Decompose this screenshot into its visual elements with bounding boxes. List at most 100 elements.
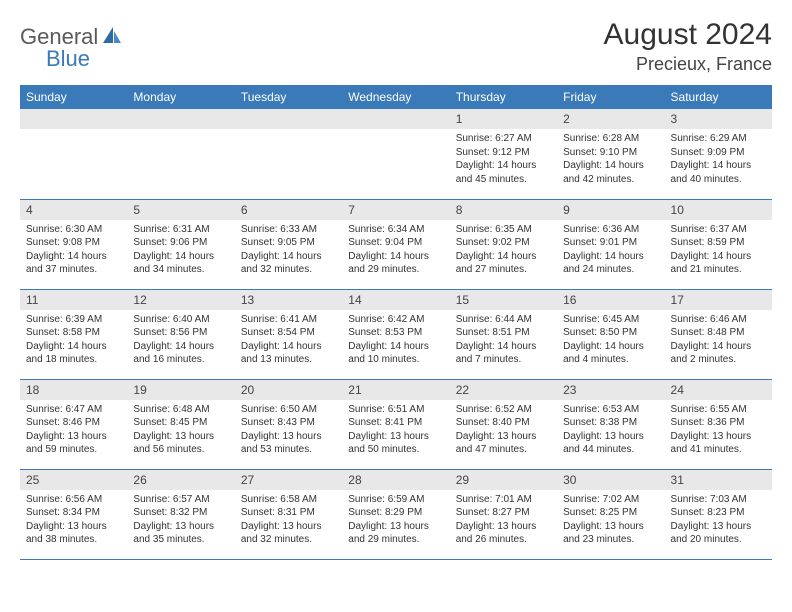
- day-cell: 20Sunrise: 6:50 AMSunset: 8:43 PMDayligh…: [235, 379, 342, 469]
- day-cell: 14Sunrise: 6:42 AMSunset: 8:53 PMDayligh…: [342, 289, 449, 379]
- day-number: 13: [235, 290, 342, 310]
- day-number: 11: [20, 290, 127, 310]
- day-details: Sunrise: 6:59 AMSunset: 8:29 PMDaylight:…: [342, 490, 449, 552]
- day-number: 1: [450, 109, 557, 129]
- day-details: Sunrise: 6:51 AMSunset: 8:41 PMDaylight:…: [342, 400, 449, 462]
- day-number: 24: [665, 380, 772, 400]
- empty-cell: [235, 109, 342, 199]
- day-number: 21: [342, 380, 449, 400]
- empty-cell: [127, 109, 234, 199]
- day-number: 29: [450, 470, 557, 490]
- day-cell: 24Sunrise: 6:55 AMSunset: 8:36 PMDayligh…: [665, 379, 772, 469]
- day-cell: 23Sunrise: 6:53 AMSunset: 8:38 PMDayligh…: [557, 379, 664, 469]
- day-details: Sunrise: 6:28 AMSunset: 9:10 PMDaylight:…: [557, 129, 664, 191]
- table-row: 1Sunrise: 6:27 AMSunset: 9:12 PMDaylight…: [20, 109, 772, 199]
- day-number: 4: [20, 200, 127, 220]
- day-number: 18: [20, 380, 127, 400]
- logo-row2: Blue: [46, 46, 90, 72]
- day-details: Sunrise: 6:41 AMSunset: 8:54 PMDaylight:…: [235, 310, 342, 372]
- header: General August 2024 Precieux, France: [20, 18, 772, 75]
- logo-text-blue: Blue: [46, 46, 90, 71]
- day-cell: 1Sunrise: 6:27 AMSunset: 9:12 PMDaylight…: [450, 109, 557, 199]
- day-cell: 27Sunrise: 6:58 AMSunset: 8:31 PMDayligh…: [235, 469, 342, 559]
- day-details: Sunrise: 6:45 AMSunset: 8:50 PMDaylight:…: [557, 310, 664, 372]
- day-header-row: SundayMondayTuesdayWednesdayThursdayFrid…: [20, 85, 772, 109]
- day-details: Sunrise: 6:48 AMSunset: 8:45 PMDaylight:…: [127, 400, 234, 462]
- day-cell: 28Sunrise: 6:59 AMSunset: 8:29 PMDayligh…: [342, 469, 449, 559]
- day-details: Sunrise: 6:40 AMSunset: 8:56 PMDaylight:…: [127, 310, 234, 372]
- location: Precieux, France: [604, 54, 772, 75]
- day-number: 31: [665, 470, 772, 490]
- day-details: Sunrise: 6:33 AMSunset: 9:05 PMDaylight:…: [235, 220, 342, 282]
- day-number: [20, 109, 127, 129]
- table-row: 11Sunrise: 6:39 AMSunset: 8:58 PMDayligh…: [20, 289, 772, 379]
- day-cell: 11Sunrise: 6:39 AMSunset: 8:58 PMDayligh…: [20, 289, 127, 379]
- day-cell: 10Sunrise: 6:37 AMSunset: 8:59 PMDayligh…: [665, 199, 772, 289]
- day-cell: 30Sunrise: 7:02 AMSunset: 8:25 PMDayligh…: [557, 469, 664, 559]
- day-details: Sunrise: 6:30 AMSunset: 9:08 PMDaylight:…: [20, 220, 127, 282]
- day-number: 22: [450, 380, 557, 400]
- day-header-monday: Monday: [127, 85, 234, 109]
- day-cell: 5Sunrise: 6:31 AMSunset: 9:06 PMDaylight…: [127, 199, 234, 289]
- day-cell: 2Sunrise: 6:28 AMSunset: 9:10 PMDaylight…: [557, 109, 664, 199]
- month-title: August 2024: [604, 18, 772, 52]
- day-number: 5: [127, 200, 234, 220]
- day-details: Sunrise: 6:55 AMSunset: 8:36 PMDaylight:…: [665, 400, 772, 462]
- day-cell: 7Sunrise: 6:34 AMSunset: 9:04 PMDaylight…: [342, 199, 449, 289]
- day-header-friday: Friday: [557, 85, 664, 109]
- day-cell: 18Sunrise: 6:47 AMSunset: 8:46 PMDayligh…: [20, 379, 127, 469]
- day-details: Sunrise: 6:57 AMSunset: 8:32 PMDaylight:…: [127, 490, 234, 552]
- day-number: 28: [342, 470, 449, 490]
- day-number: 25: [20, 470, 127, 490]
- sail-icon: [101, 25, 123, 50]
- day-header-tuesday: Tuesday: [235, 85, 342, 109]
- day-number: 23: [557, 380, 664, 400]
- day-number: 3: [665, 109, 772, 129]
- day-cell: 12Sunrise: 6:40 AMSunset: 8:56 PMDayligh…: [127, 289, 234, 379]
- day-details: Sunrise: 6:34 AMSunset: 9:04 PMDaylight:…: [342, 220, 449, 282]
- day-header-sunday: Sunday: [20, 85, 127, 109]
- day-cell: 22Sunrise: 6:52 AMSunset: 8:40 PMDayligh…: [450, 379, 557, 469]
- empty-cell: [20, 109, 127, 199]
- day-number: 8: [450, 200, 557, 220]
- day-details: Sunrise: 6:42 AMSunset: 8:53 PMDaylight:…: [342, 310, 449, 372]
- day-number: 30: [557, 470, 664, 490]
- day-details: Sunrise: 6:36 AMSunset: 9:01 PMDaylight:…: [557, 220, 664, 282]
- day-number: 6: [235, 200, 342, 220]
- day-number: 17: [665, 290, 772, 310]
- day-details: Sunrise: 6:52 AMSunset: 8:40 PMDaylight:…: [450, 400, 557, 462]
- day-cell: 25Sunrise: 6:56 AMSunset: 8:34 PMDayligh…: [20, 469, 127, 559]
- title-block: August 2024 Precieux, France: [604, 18, 772, 75]
- day-cell: 6Sunrise: 6:33 AMSunset: 9:05 PMDaylight…: [235, 199, 342, 289]
- day-cell: 8Sunrise: 6:35 AMSunset: 9:02 PMDaylight…: [450, 199, 557, 289]
- day-details: Sunrise: 7:03 AMSunset: 8:23 PMDaylight:…: [665, 490, 772, 552]
- day-details: Sunrise: 6:27 AMSunset: 9:12 PMDaylight:…: [450, 129, 557, 191]
- day-cell: 3Sunrise: 6:29 AMSunset: 9:09 PMDaylight…: [665, 109, 772, 199]
- day-header-thursday: Thursday: [450, 85, 557, 109]
- day-details: Sunrise: 6:58 AMSunset: 8:31 PMDaylight:…: [235, 490, 342, 552]
- day-number: 10: [665, 200, 772, 220]
- day-details: Sunrise: 6:39 AMSunset: 8:58 PMDaylight:…: [20, 310, 127, 372]
- day-header-saturday: Saturday: [665, 85, 772, 109]
- day-number: [127, 109, 234, 129]
- table-row: 4Sunrise: 6:30 AMSunset: 9:08 PMDaylight…: [20, 199, 772, 289]
- day-details: Sunrise: 6:31 AMSunset: 9:06 PMDaylight:…: [127, 220, 234, 282]
- day-details: Sunrise: 6:46 AMSunset: 8:48 PMDaylight:…: [665, 310, 772, 372]
- day-details: Sunrise: 6:50 AMSunset: 8:43 PMDaylight:…: [235, 400, 342, 462]
- day-number: 20: [235, 380, 342, 400]
- day-number: 26: [127, 470, 234, 490]
- table-row: 18Sunrise: 6:47 AMSunset: 8:46 PMDayligh…: [20, 379, 772, 469]
- day-number: [342, 109, 449, 129]
- day-number: 12: [127, 290, 234, 310]
- day-details: Sunrise: 7:01 AMSunset: 8:27 PMDaylight:…: [450, 490, 557, 552]
- day-details: Sunrise: 6:29 AMSunset: 9:09 PMDaylight:…: [665, 129, 772, 191]
- day-details: Sunrise: 6:56 AMSunset: 8:34 PMDaylight:…: [20, 490, 127, 552]
- day-cell: 16Sunrise: 6:45 AMSunset: 8:50 PMDayligh…: [557, 289, 664, 379]
- day-details: Sunrise: 6:47 AMSunset: 8:46 PMDaylight:…: [20, 400, 127, 462]
- day-number: 15: [450, 290, 557, 310]
- day-cell: 15Sunrise: 6:44 AMSunset: 8:51 PMDayligh…: [450, 289, 557, 379]
- day-cell: 17Sunrise: 6:46 AMSunset: 8:48 PMDayligh…: [665, 289, 772, 379]
- day-cell: 29Sunrise: 7:01 AMSunset: 8:27 PMDayligh…: [450, 469, 557, 559]
- day-details: Sunrise: 6:53 AMSunset: 8:38 PMDaylight:…: [557, 400, 664, 462]
- day-cell: 9Sunrise: 6:36 AMSunset: 9:01 PMDaylight…: [557, 199, 664, 289]
